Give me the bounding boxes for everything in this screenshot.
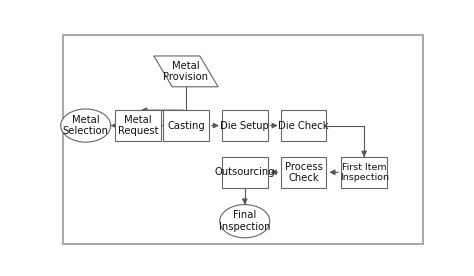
Text: Process
Check: Process Check	[284, 161, 322, 183]
Polygon shape	[154, 56, 218, 87]
FancyBboxPatch shape	[341, 157, 387, 188]
FancyBboxPatch shape	[222, 110, 268, 141]
Text: Die Setup: Die Setup	[220, 121, 269, 131]
Text: Die Check: Die Check	[278, 121, 329, 131]
Ellipse shape	[220, 205, 270, 238]
FancyBboxPatch shape	[222, 157, 268, 188]
FancyBboxPatch shape	[63, 35, 423, 243]
FancyBboxPatch shape	[115, 110, 161, 141]
Text: Metal
Selection: Metal Selection	[63, 115, 109, 136]
Text: Casting: Casting	[167, 121, 205, 131]
Text: Metal
Request: Metal Request	[118, 115, 158, 136]
FancyBboxPatch shape	[281, 110, 327, 141]
Text: Final
Inspection: Final Inspection	[219, 210, 271, 232]
Ellipse shape	[61, 109, 110, 142]
Text: Metal
Provision: Metal Provision	[164, 60, 209, 82]
Text: First Item
Inspection: First Item Inspection	[340, 163, 389, 182]
FancyBboxPatch shape	[281, 157, 327, 188]
FancyBboxPatch shape	[163, 110, 209, 141]
Text: Outsourcing: Outsourcing	[214, 167, 275, 177]
